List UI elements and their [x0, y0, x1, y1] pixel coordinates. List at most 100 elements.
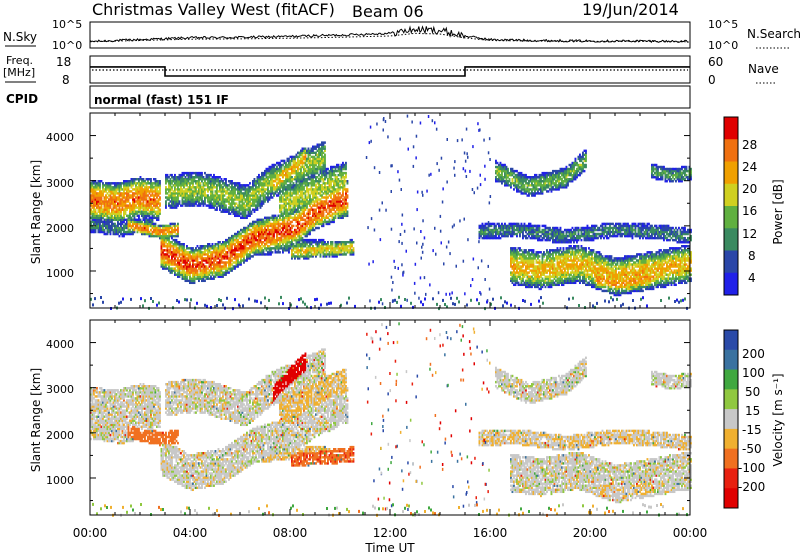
heat-cell	[292, 224, 295, 228]
heat-cell	[166, 251, 169, 254]
heat-cell	[160, 245, 163, 248]
heat-cell	[150, 202, 152, 205]
nsearch-label: N.Search	[747, 27, 800, 41]
heat-cell	[159, 188, 161, 191]
heat-cell	[132, 192, 134, 195]
heat-cell	[139, 210, 142, 213]
heat-cell	[123, 212, 125, 215]
heat-cell	[129, 232, 131, 236]
heat-cell	[160, 265, 163, 268]
heat-cell	[141, 202, 143, 205]
heat-cell	[121, 200, 124, 203]
heat-cell	[135, 224, 137, 228]
heat-cell	[132, 220, 134, 224]
heat-cell	[111, 216, 113, 220]
heat-cell	[111, 186, 113, 189]
heat-cell	[154, 222, 157, 226]
heat-cell	[121, 194, 124, 197]
heat-cell	[135, 186, 137, 189]
heat-cell	[162, 267, 164, 270]
heat-cell	[126, 194, 128, 197]
nsky-trace	[89, 25, 689, 44]
heat-cell	[97, 188, 100, 191]
heat-cell	[138, 196, 140, 199]
heat-cell	[108, 200, 110, 203]
heat-cell	[141, 214, 143, 218]
heat-cell	[151, 230, 154, 234]
heat-cell	[150, 216, 152, 220]
heat-cell	[157, 190, 160, 193]
heat-cell	[147, 206, 149, 209]
heat-cell	[90, 194, 92, 197]
heat-cell	[109, 228, 112, 232]
heat-cell	[165, 226, 167, 230]
heat-cell	[99, 212, 101, 215]
heat-cell	[133, 220, 136, 224]
heat-cell	[162, 230, 164, 234]
heat-cell	[130, 178, 133, 181]
heat-cell	[97, 206, 100, 209]
heat-cell	[120, 182, 122, 185]
heat-cell	[123, 186, 125, 189]
heat-cell	[139, 196, 142, 199]
heat-cell	[123, 192, 125, 195]
heat-cell	[109, 218, 112, 222]
heat-cell	[124, 202, 127, 205]
heat-cell	[150, 208, 152, 211]
heat-cell	[100, 210, 103, 213]
heat-cell	[247, 234, 250, 238]
heat-cell	[105, 204, 107, 207]
heat-cell	[145, 226, 148, 230]
heat-cell	[156, 188, 158, 191]
heat-cell	[124, 210, 127, 213]
heat-cell	[114, 226, 116, 230]
heat-cell	[118, 182, 121, 185]
heat-cell	[118, 226, 121, 230]
heat-cell	[91, 216, 94, 220]
heat-cell	[154, 206, 157, 209]
heat-cell	[165, 234, 167, 238]
heat-cell	[151, 226, 154, 230]
heat-cell	[114, 190, 116, 193]
heat-cell	[94, 210, 97, 213]
heat-cell	[157, 194, 160, 197]
heat-cell	[130, 224, 133, 228]
heat-cell	[153, 214, 155, 218]
heat-cell	[150, 198, 152, 201]
heat-cell	[156, 212, 158, 215]
heat-cell	[142, 206, 145, 209]
heat-cell	[121, 202, 124, 205]
heat-cell	[115, 228, 118, 232]
heat-cell	[129, 222, 131, 226]
heat-cell	[144, 192, 146, 195]
heat-cell	[141, 188, 143, 191]
heat-cell	[150, 232, 152, 236]
station-title: Christmas Valley West (fitACF)	[92, 0, 335, 19]
heat-cell	[96, 226, 98, 230]
heat-cell	[162, 255, 164, 258]
heat-cell	[133, 222, 136, 226]
heat-cell	[115, 190, 118, 193]
heat-cell	[144, 180, 146, 183]
heat-cell	[177, 226, 179, 230]
nsky-label: N.Sky	[3, 30, 37, 44]
heat-cell	[106, 220, 109, 224]
heat-cell	[213, 173, 215, 177]
heat-cell	[127, 200, 130, 203]
heat-cell	[138, 182, 140, 185]
heat-cell	[150, 186, 152, 189]
heat-cell	[327, 167, 329, 171]
heat-cell	[154, 180, 157, 183]
heat-cell	[129, 190, 131, 193]
heat-cell	[162, 238, 164, 242]
heat-cell	[135, 196, 137, 199]
heat-cell	[99, 222, 101, 226]
heat-cell	[99, 208, 101, 211]
heat-cell	[165, 178, 167, 181]
heat-cell	[151, 210, 154, 213]
heat-cell	[151, 208, 154, 211]
heat-cell	[159, 208, 161, 211]
heat-cell	[90, 210, 92, 213]
heat-cell	[124, 192, 127, 195]
heat-cell	[132, 198, 134, 201]
